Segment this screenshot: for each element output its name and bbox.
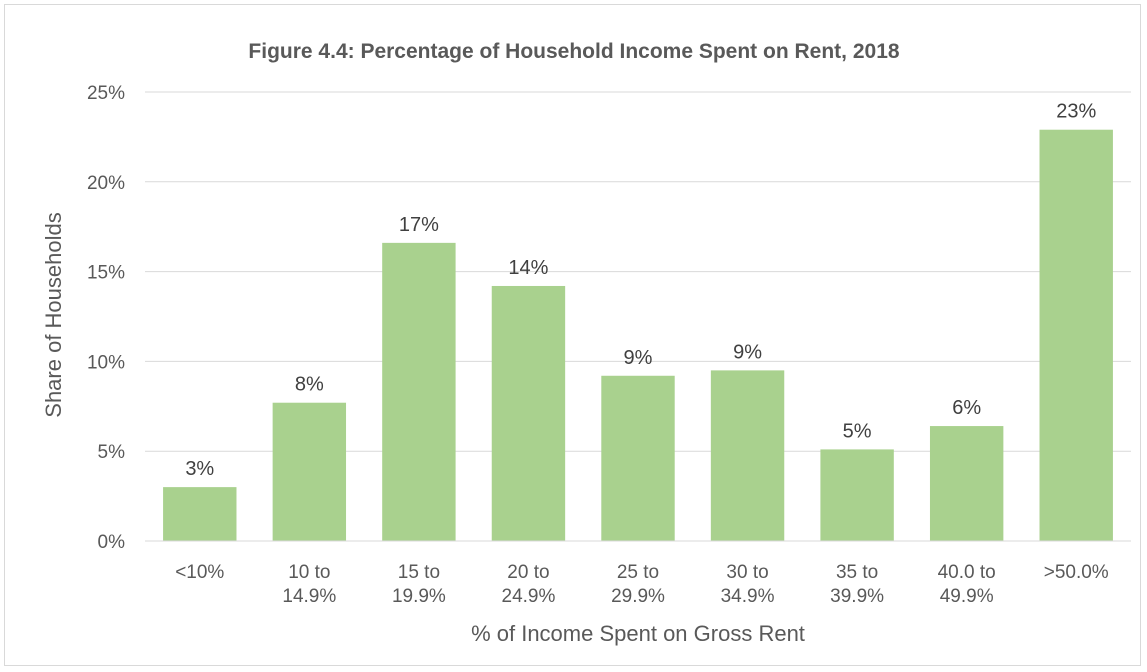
x-tick-label-line: 24.9% (502, 586, 556, 607)
x-tick-label-line: 35 to (836, 562, 878, 583)
bar (272, 402, 347, 541)
x-tick-label-line: 25 to (617, 562, 659, 583)
x-tick-label-line: 49.9% (940, 586, 994, 607)
y-axis-ticks: 0% 5% 10% 15% 20% 25% (87, 83, 125, 553)
data-label: 14% (508, 257, 548, 279)
y-tick-label: 10% (87, 352, 125, 373)
data-label: 5% (843, 420, 872, 442)
x-tick-label-line: 30 to (726, 562, 768, 583)
x-axis-ticks: <10% 10 to 14.9%15 to 19.9%20 to 24.9%25 to 2… (175, 562, 1109, 607)
x-tick-label: 10 to 14.9% (282, 562, 336, 607)
bar (601, 375, 675, 541)
x-axis-title: % of Income Spent on Gross Rent (471, 621, 805, 646)
bar (710, 370, 785, 541)
y-axis-title: Share of Households (41, 212, 66, 417)
data-label: 8% (295, 374, 324, 396)
bar (820, 449, 894, 541)
chart-title: Figure 4.4: Percentage of Household Inco… (248, 40, 899, 63)
y-tick-label: 15% (87, 263, 125, 284)
x-tick-label-line: 39.9% (830, 586, 884, 607)
y-tick-label: 0% (98, 532, 126, 553)
data-label: 9% (624, 347, 653, 369)
bar (163, 487, 237, 541)
chart-frame (4, 4, 1141, 666)
x-tick-label-line: 14.9% (282, 586, 336, 607)
x-tick-label-line: 29.9% (611, 586, 665, 607)
x-tick-label: 20 to 24.9% (502, 562, 556, 607)
bar (382, 242, 456, 541)
y-tick-label: 5% (98, 442, 126, 463)
bars (163, 129, 1113, 541)
y-tick-label: 25% (87, 83, 125, 104)
x-tick-label-line: 40.0 to (938, 562, 996, 583)
x-tick-label: 15 to 19.9% (392, 562, 446, 607)
x-tick-label: 35 to 39.9% (830, 562, 884, 607)
x-tick-label-line: 20 to (507, 562, 549, 583)
x-tick-label-line: 10 to (288, 562, 330, 583)
data-label: 9% (733, 341, 762, 363)
x-tick-label-line: >50.0% (1044, 562, 1109, 583)
y-tick-label: 20% (87, 173, 125, 194)
x-tick-label-line: 34.9% (721, 586, 775, 607)
x-tick-label: 25 to 29.9% (611, 562, 665, 607)
data-label: 17% (399, 214, 439, 236)
data-label: 6% (952, 397, 981, 419)
bar (929, 426, 1004, 541)
x-tick-label: >50.0% (1044, 562, 1109, 583)
x-tick-label-line: 19.9% (392, 586, 446, 607)
x-tick-label: 40.0 to 49.9% (938, 562, 996, 607)
x-tick-label: <10% (175, 562, 224, 583)
data-labels: 3% 8% 17% 14% 9% 9% 5% 6% 23% (185, 101, 1096, 480)
x-tick-label: 30 to 34.9% (721, 562, 775, 607)
data-label: 23% (1056, 101, 1096, 123)
x-tick-label-line: 15 to (398, 562, 440, 583)
bar (491, 285, 566, 541)
bar (1039, 129, 1113, 541)
x-tick-label-line: <10% (175, 562, 224, 583)
data-label: 3% (185, 458, 214, 480)
